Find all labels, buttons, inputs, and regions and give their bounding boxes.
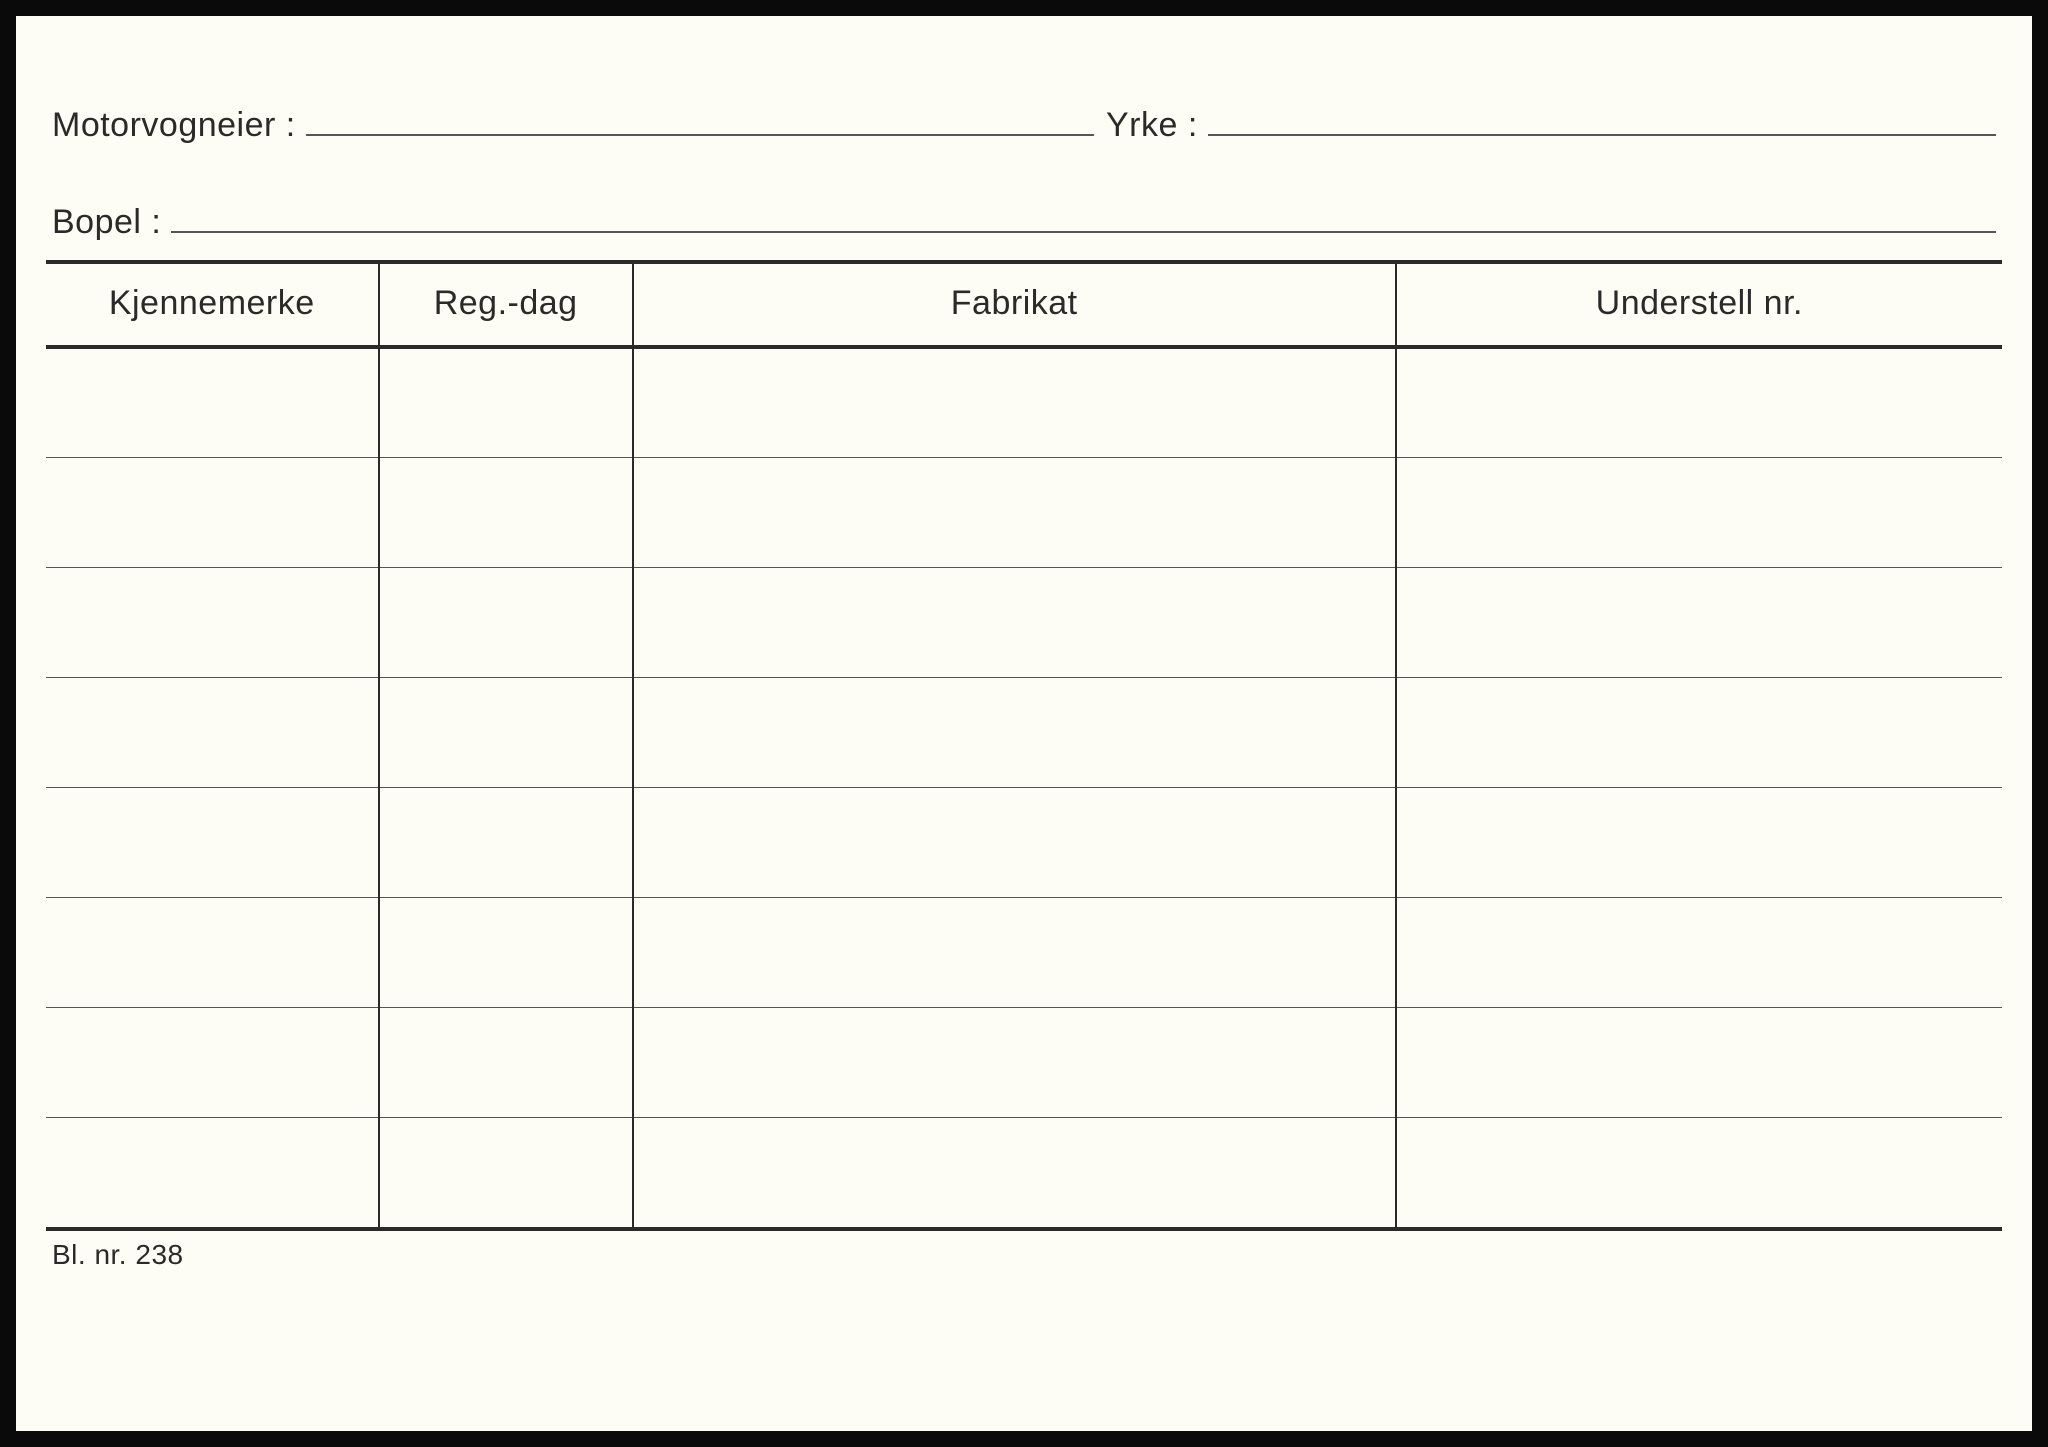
cell-understell-nr[interactable]	[1396, 347, 2002, 457]
table-row	[46, 677, 2002, 787]
owner-row: Motorvogneier : Yrke :	[46, 106, 2002, 145]
cell-fabrikat[interactable]	[633, 787, 1396, 897]
col-header-fabrikat: Fabrikat	[633, 264, 1396, 347]
cell-fabrikat[interactable]	[633, 677, 1396, 787]
cell-understell-nr[interactable]	[1396, 897, 2002, 1007]
owner-label: Motorvogneier :	[52, 106, 296, 145]
cell-kjennemerke[interactable]	[46, 787, 379, 897]
cell-fabrikat[interactable]	[633, 897, 1396, 1007]
table-row	[46, 1117, 2002, 1227]
cell-fabrikat[interactable]	[633, 457, 1396, 567]
cell-kjennemerke[interactable]	[46, 567, 379, 677]
vehicle-table: Kjennemerke Reg.-dag Fabrikat Understell…	[46, 264, 2002, 1227]
cell-fabrikat[interactable]	[633, 347, 1396, 457]
cell-kjennemerke[interactable]	[46, 1117, 379, 1227]
cell-understell-nr[interactable]	[1396, 1117, 2002, 1227]
cell-reg-dag[interactable]	[379, 787, 633, 897]
cell-kjennemerke[interactable]	[46, 897, 379, 1007]
table-row	[46, 897, 2002, 1007]
cell-kjennemerke[interactable]	[46, 347, 379, 457]
col-header-understell-nr: Understell nr.	[1396, 264, 2002, 347]
residence-input-line[interactable]	[171, 215, 1996, 233]
cell-reg-dag[interactable]	[379, 1117, 633, 1227]
residence-label: Bopel :	[52, 203, 161, 242]
cell-understell-nr[interactable]	[1396, 1007, 2002, 1117]
cell-fabrikat[interactable]	[633, 1007, 1396, 1117]
cell-reg-dag[interactable]	[379, 457, 633, 567]
cell-understell-nr[interactable]	[1396, 677, 2002, 787]
col-header-reg-dag: Reg.-dag	[379, 264, 633, 347]
cell-kjennemerke[interactable]	[46, 457, 379, 567]
table-row	[46, 567, 2002, 677]
table-row	[46, 457, 2002, 567]
table-header-row: Kjennemerke Reg.-dag Fabrikat Understell…	[46, 264, 2002, 347]
cell-reg-dag[interactable]	[379, 567, 633, 677]
cell-reg-dag[interactable]	[379, 1007, 633, 1117]
cell-kjennemerke[interactable]	[46, 1007, 379, 1117]
cell-reg-dag[interactable]	[379, 347, 633, 457]
table-row	[46, 347, 2002, 457]
table-row	[46, 787, 2002, 897]
registration-card: Motorvogneier : Yrke : Bopel : Kjennemer…	[16, 16, 2032, 1431]
vehicle-table-wrap: Kjennemerke Reg.-dag Fabrikat Understell…	[46, 260, 2002, 1231]
residence-row: Bopel :	[46, 203, 2002, 242]
cell-reg-dag[interactable]	[379, 897, 633, 1007]
form-number: Bl. nr. 238	[46, 1239, 2002, 1271]
occupation-input-line[interactable]	[1208, 118, 1996, 136]
occupation-label: Yrke :	[1106, 106, 1198, 145]
cell-understell-nr[interactable]	[1396, 457, 2002, 567]
col-header-kjennemerke: Kjennemerke	[46, 264, 379, 347]
cell-understell-nr[interactable]	[1396, 787, 2002, 897]
table-row	[46, 1007, 2002, 1117]
cell-understell-nr[interactable]	[1396, 567, 2002, 677]
cell-reg-dag[interactable]	[379, 677, 633, 787]
cell-fabrikat[interactable]	[633, 1117, 1396, 1227]
cell-fabrikat[interactable]	[633, 567, 1396, 677]
cell-kjennemerke[interactable]	[46, 677, 379, 787]
owner-input-line[interactable]	[306, 118, 1094, 136]
